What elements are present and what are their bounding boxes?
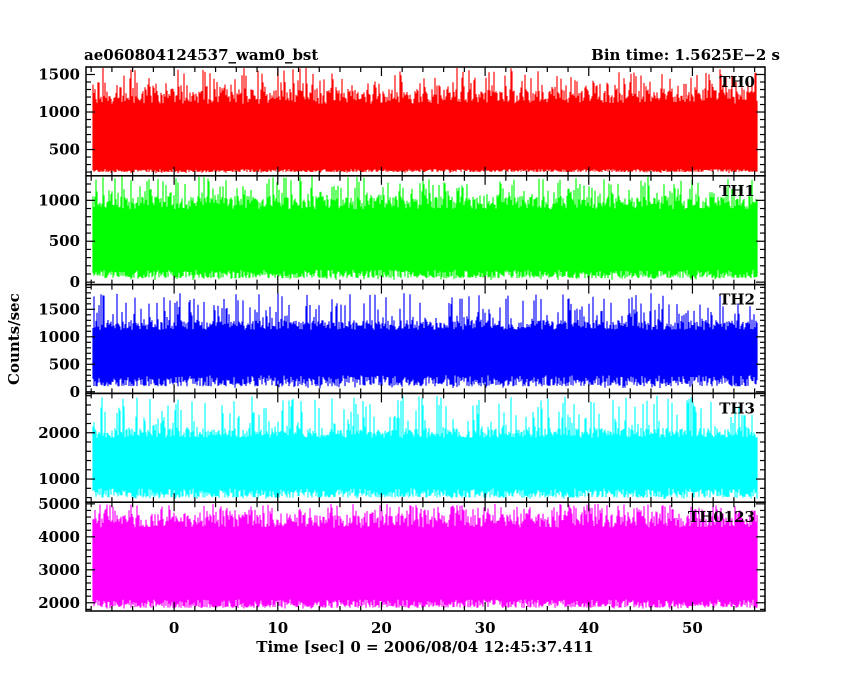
bin-time-label: Bin time: 1.5625E−2 s bbox=[591, 46, 780, 64]
y-tick-label-th0123: 3000 bbox=[38, 561, 80, 579]
y-tick-label-th1: 500 bbox=[49, 232, 80, 250]
panel-label-th3: TH3 bbox=[719, 399, 755, 417]
y-tick-label-th0123: 2000 bbox=[38, 594, 80, 612]
x-tick-label: 30 bbox=[475, 619, 496, 637]
y-axis-label: Counts/sec bbox=[5, 293, 23, 385]
y-tick-label-th2: 0 bbox=[70, 383, 80, 401]
series-th1 bbox=[92, 176, 758, 280]
series-th3 bbox=[92, 395, 758, 499]
plot-title: ae060804124537_wam0_bst bbox=[84, 46, 319, 64]
panel-label-th0123: TH0123 bbox=[688, 508, 755, 526]
series-th0123 bbox=[92, 503, 758, 609]
y-tick-label-th0: 1000 bbox=[38, 103, 80, 121]
x-tick-label: 50 bbox=[682, 619, 703, 637]
y-tick-label-th0: 1500 bbox=[38, 66, 80, 84]
y-tick-label-th2: 500 bbox=[49, 355, 80, 373]
panel-label-th1: TH1 bbox=[719, 182, 755, 200]
y-tick-label-th3: 2000 bbox=[38, 424, 80, 442]
y-tick-label-th1: 0 bbox=[70, 273, 80, 291]
x-tick-label: 40 bbox=[578, 619, 599, 637]
x-tick-label: 10 bbox=[267, 619, 288, 637]
panel-label-th0: TH0 bbox=[719, 73, 755, 91]
series-th0 bbox=[92, 68, 758, 174]
x-axis-label: Time [sec] 0 = 2006/08/04 12:45:37.411 bbox=[256, 638, 594, 656]
y-tick-label-th0: 500 bbox=[49, 141, 80, 159]
x-tick-label: 20 bbox=[371, 619, 392, 637]
panel-label-th2: TH2 bbox=[719, 291, 755, 309]
y-tick-label-th0123: 5000 bbox=[38, 495, 80, 513]
series-th2 bbox=[92, 293, 758, 389]
y-tick-label-th1: 1000 bbox=[38, 191, 80, 209]
x-tick-label: 0 bbox=[169, 619, 179, 637]
y-tick-label-th2: 1500 bbox=[38, 300, 80, 318]
y-tick-label-th0123: 4000 bbox=[38, 528, 80, 546]
y-tick-label-th3: 1000 bbox=[38, 470, 80, 488]
y-tick-label-th2: 1000 bbox=[38, 328, 80, 346]
